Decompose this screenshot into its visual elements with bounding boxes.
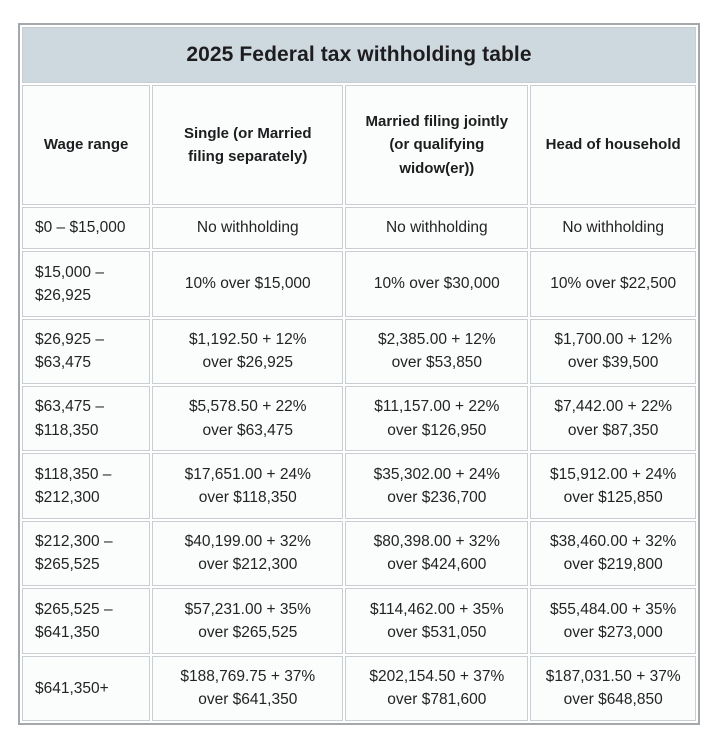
- table-row: $63,475 – $118,350 $5,578.50 + 22% over …: [22, 385, 696, 452]
- cell-single: $188,769.75 + 37% over $641,350: [152, 655, 344, 721]
- cell-single: No withholding: [152, 207, 344, 250]
- cell-wage-range: $0 – $15,000: [22, 207, 151, 250]
- cell-single: $1,192.50 + 12% over $26,925: [152, 318, 344, 384]
- cell-wage-range: $212,300 – $265,525: [22, 520, 151, 587]
- column-header-head-of-household: Head of household: [530, 85, 696, 205]
- cell-wage-range: $63,475 – $118,350: [22, 385, 151, 452]
- table-row: $265,525 – $641,350 $57,231.00 + 35% ove…: [22, 588, 696, 654]
- cell-wage-range: $641,350+: [22, 655, 151, 721]
- cell-married-jointly: $202,154.50 + 37% over $781,600: [345, 655, 529, 721]
- cell-wage-range: $15,000 – $26,925: [22, 251, 151, 317]
- column-header-married-jointly: Married filing jointly (or qualifying wi…: [345, 85, 529, 205]
- cell-head-of-household: $55,484.00 + 35% over $273,000: [530, 588, 696, 654]
- table-title: 2025 Federal tax withholding table: [22, 27, 696, 83]
- cell-married-jointly: $35,302.00 + 24% over $236,700: [345, 453, 529, 519]
- table-row: $0 – $15,000 No withholding No withholdi…: [22, 207, 696, 250]
- cell-head-of-household: 10% over $22,500: [530, 251, 696, 317]
- cell-married-jointly: 10% over $30,000: [345, 251, 529, 317]
- cell-single: $17,651.00 + 24% over $118,350: [152, 453, 344, 519]
- cell-head-of-household: $187,031.50 + 37% over $648,850: [530, 655, 696, 721]
- cell-single: 10% over $15,000: [152, 251, 344, 317]
- cell-married-jointly: $114,462.00 + 35% over $531,050: [345, 588, 529, 654]
- cell-single: $40,199.00 + 32% over $212,300: [152, 520, 344, 587]
- cell-wage-range: $26,925 – $63,475: [22, 318, 151, 384]
- table-row: $641,350+ $188,769.75 + 37% over $641,35…: [22, 655, 696, 721]
- column-header-wage-range: Wage range: [22, 85, 151, 205]
- cell-married-jointly: No withholding: [345, 207, 529, 250]
- table-row: $118,350 – $212,300 $17,651.00 + 24% ove…: [22, 453, 696, 519]
- title-row: 2025 Federal tax withholding table: [22, 27, 696, 83]
- cell-head-of-household: $7,442.00 + 22% over $87,350: [530, 385, 696, 452]
- withholding-table: 2025 Federal tax withholding table Wage …: [18, 23, 700, 725]
- cell-married-jointly: $80,398.00 + 32% over $424,600: [345, 520, 529, 587]
- cell-head-of-household: No withholding: [530, 207, 696, 250]
- cell-single: $5,578.50 + 22% over $63,475: [152, 385, 344, 452]
- cell-head-of-household: $38,460.00 + 32% over $219,800: [530, 520, 696, 587]
- cell-wage-range: $265,525 – $641,350: [22, 588, 151, 654]
- cell-single: $57,231.00 + 35% over $265,525: [152, 588, 344, 654]
- table-row: $26,925 – $63,475 $1,192.50 + 12% over $…: [22, 318, 696, 384]
- cell-head-of-household: $1,700.00 + 12% over $39,500: [530, 318, 696, 384]
- cell-wage-range: $118,350 – $212,300: [22, 453, 151, 519]
- cell-married-jointly: $11,157.00 + 22% over $126,950: [345, 385, 529, 452]
- table-row: $15,000 – $26,925 10% over $15,000 10% o…: [22, 251, 696, 317]
- cell-married-jointly: $2,385.00 + 12% over $53,850: [345, 318, 529, 384]
- table-row: $212,300 – $265,525 $40,199.00 + 32% ove…: [22, 520, 696, 587]
- column-header-single: Single (or Married filing separately): [152, 85, 344, 205]
- cell-head-of-household: $15,912.00 + 24% over $125,850: [530, 453, 696, 519]
- column-header-row: Wage range Single (or Married filing sep…: [22, 85, 696, 205]
